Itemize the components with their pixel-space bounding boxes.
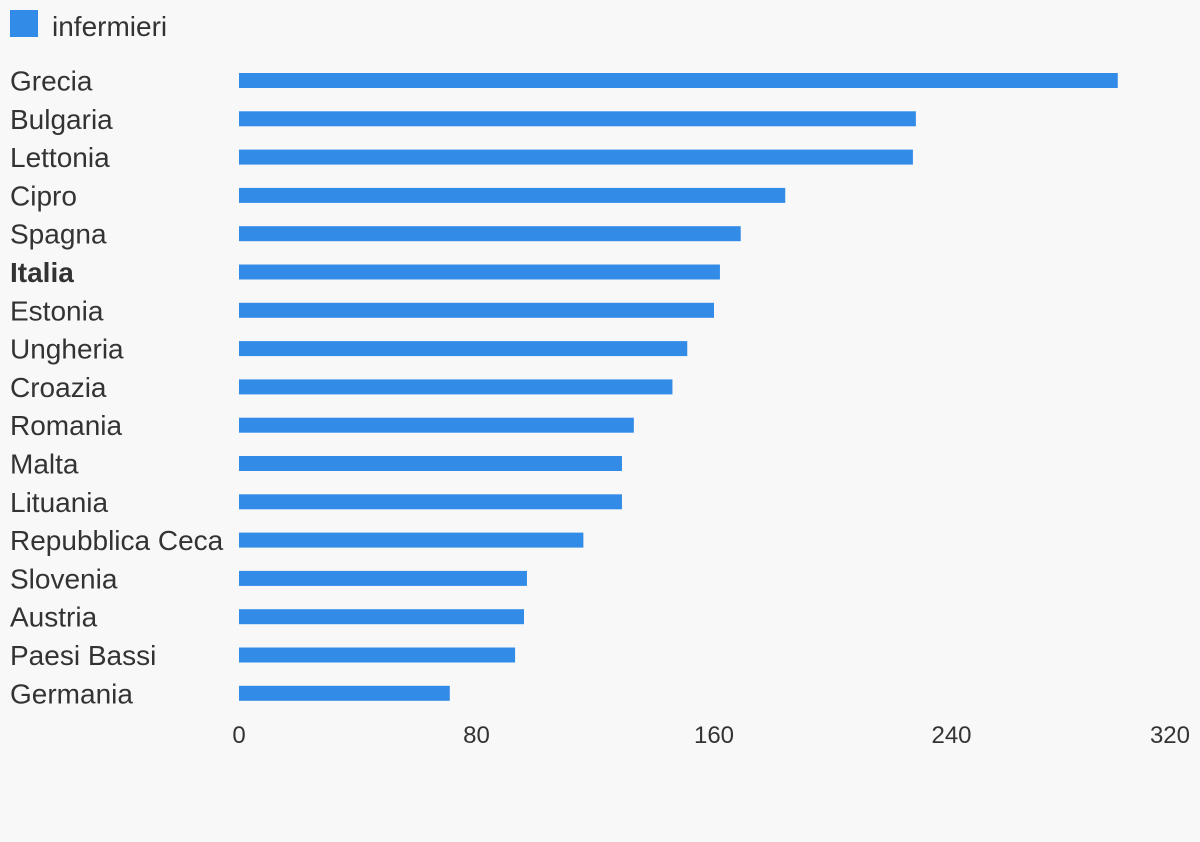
x-axis-ticks: 0 80 160 240 320 (232, 722, 1190, 749)
category-label: Austria (10, 602, 98, 633)
bar (239, 685, 450, 701)
bar (239, 609, 524, 625)
bar (239, 647, 516, 663)
bar (239, 417, 634, 433)
category-label: Repubblica Ceca (10, 525, 224, 556)
category-label: Italia (10, 257, 74, 288)
category-label: Slovenia (10, 563, 118, 594)
bar (239, 494, 622, 510)
x-tick-label: 80 (463, 722, 490, 749)
bars (239, 73, 1118, 701)
x-tick-label: 0 (232, 722, 245, 749)
category-label: Romania (10, 410, 122, 441)
bar (239, 302, 714, 318)
category-label: Germania (10, 678, 133, 709)
category-labels: Grecia Bulgaria Lettonia Cipro Spagna Italia E… (10, 66, 224, 710)
bar (239, 264, 720, 280)
category-label: Croazia (10, 372, 107, 403)
bar (239, 341, 688, 357)
category-label: Bulgaria (10, 104, 113, 135)
legend: infermieri (10, 10, 167, 42)
x-tick-label: 320 (1150, 722, 1190, 749)
category-label: Ungheria (10, 334, 124, 365)
category-label: Grecia (10, 66, 93, 97)
bar (239, 570, 527, 586)
legend-swatch (10, 10, 38, 37)
bar (239, 111, 916, 127)
category-label: Spagna (10, 219, 107, 250)
bar (239, 226, 741, 242)
legend-label: infermieri (52, 11, 167, 42)
bar (239, 73, 1118, 88)
bar (239, 187, 786, 203)
category-label: Cipro (10, 180, 77, 211)
category-label: Malta (10, 449, 79, 480)
category-label: Lituania (10, 487, 109, 518)
category-label: Paesi Bassi (10, 640, 156, 671)
bar (239, 379, 673, 395)
bar (239, 532, 584, 548)
bar (239, 149, 913, 165)
x-tick-label: 240 (931, 722, 971, 749)
bar (239, 456, 622, 471)
x-tick-label: 160 (694, 722, 734, 749)
category-label: Estonia (10, 295, 104, 326)
category-label: Lettonia (10, 142, 110, 173)
